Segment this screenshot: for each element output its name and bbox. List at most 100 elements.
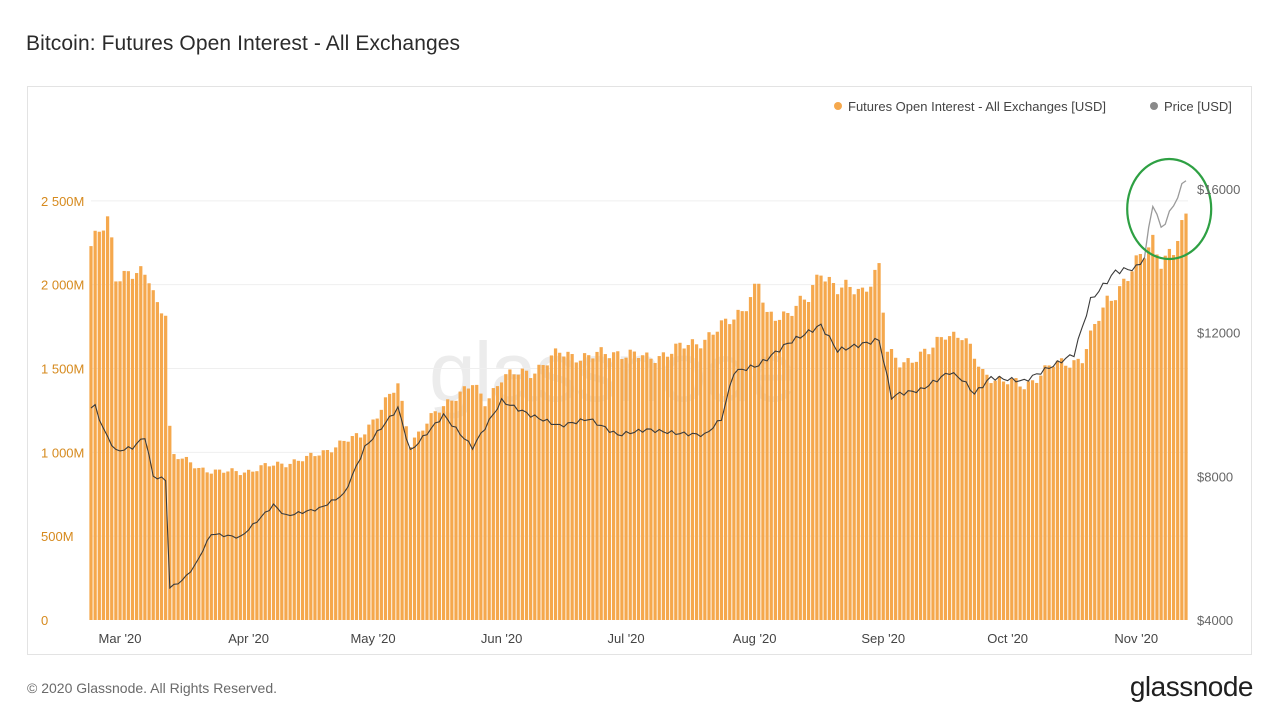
open-interest-bar — [155, 302, 159, 620]
copyright-text: © 2020 Glassnode. All Rights Reserved. — [27, 680, 278, 696]
open-interest-bar — [101, 230, 106, 620]
open-interest-bar — [844, 279, 848, 620]
open-interest-bar — [1006, 384, 1010, 620]
open-interest-bar — [881, 312, 885, 620]
open-interest-bar — [848, 286, 852, 620]
open-interest-bar — [769, 311, 773, 620]
open-interest-bar — [686, 344, 690, 620]
open-interest-bar — [1064, 365, 1068, 620]
open-interest-bar — [889, 349, 894, 620]
open-interest-bar — [97, 231, 101, 621]
open-interest-bar — [508, 369, 512, 620]
open-interest-bar — [238, 475, 242, 620]
left-axis-tick-label: 1 000M — [41, 445, 84, 460]
open-interest-bar — [396, 383, 400, 620]
open-interest-bar — [89, 246, 93, 620]
open-interest-bar — [1043, 365, 1047, 620]
open-interest-bar — [757, 283, 761, 620]
open-interest-bar — [280, 463, 284, 620]
open-interest-bar — [989, 383, 993, 620]
open-interest-bar — [217, 469, 222, 620]
right-axis: $4000 $8000 $12000 $16000 — [1197, 182, 1240, 628]
open-interest-bar — [562, 356, 566, 620]
open-interest-bar — [470, 385, 475, 620]
open-interest-bar — [1167, 248, 1172, 620]
open-interest-bar — [263, 463, 267, 620]
glassnode-logo[interactable]: glassnode — [1129, 671, 1254, 702]
open-interest-bar — [450, 400, 454, 620]
open-interest-bar — [242, 472, 247, 620]
open-interest-bar — [1035, 382, 1039, 620]
open-interest-bar — [292, 459, 296, 620]
open-interest-bar — [226, 471, 230, 620]
open-interest-bar — [935, 336, 939, 620]
open-interest-bar — [790, 315, 794, 620]
open-interest-bar — [371, 419, 375, 620]
open-interest-bar — [914, 361, 919, 620]
open-interest-bar — [587, 355, 591, 620]
open-interest-bar — [860, 287, 865, 620]
open-interest-bar — [412, 437, 417, 620]
open-interest-bar — [802, 299, 807, 620]
open-interest-bar — [612, 352, 616, 620]
open-interest-bar — [719, 320, 724, 620]
open-interest-bar — [591, 358, 595, 620]
open-interest-bar — [873, 269, 877, 620]
open-interest-bar — [931, 347, 935, 620]
chart-panel: glassnode 0 500M 1 000M 1 500M 2 000M 2 500M … — [27, 86, 1252, 655]
open-interest-bar — [1151, 234, 1155, 620]
open-interest-bar — [479, 393, 483, 620]
open-interest-bar — [794, 305, 798, 620]
open-interest-bar — [375, 418, 379, 620]
open-interest-bar — [852, 294, 856, 620]
open-interest-bar — [288, 463, 292, 620]
open-interest-bar — [1068, 367, 1072, 620]
open-interest-bar — [193, 468, 197, 620]
page-title: Bitcoin: Futures Open Interest - All Exc… — [26, 32, 461, 55]
open-interest-bar — [566, 351, 570, 620]
open-interest-bar — [657, 356, 661, 620]
open-interest-bar — [537, 364, 541, 620]
open-interest-bar — [918, 351, 923, 620]
open-interest-bar — [334, 447, 338, 620]
open-interest-bar — [1163, 255, 1167, 620]
left-axis: 0 500M 1 000M 1 500M 2 000M 2 500M — [41, 194, 84, 628]
open-interest-bar — [1018, 386, 1022, 620]
open-interest-bar — [628, 349, 632, 620]
open-interest-bar — [1051, 366, 1055, 620]
open-interest-bar — [114, 281, 118, 620]
open-interest-bar — [1047, 365, 1051, 620]
x-axis-tick-label: Mar '20 — [99, 631, 142, 646]
right-axis-tick-label: $12000 — [1197, 326, 1240, 341]
left-axis-tick-label: 500M — [41, 529, 74, 544]
open-interest-bar — [831, 283, 836, 620]
open-interest-bar — [782, 311, 786, 620]
open-interest-bar — [753, 283, 757, 620]
open-interest-bar — [748, 297, 753, 620]
open-interest-bar — [172, 454, 176, 620]
open-interest-bar — [773, 320, 777, 620]
open-interest-bar — [251, 471, 255, 620]
open-interest-bar — [902, 362, 906, 620]
open-interest-bar — [354, 433, 359, 620]
open-interest-bar — [674, 343, 678, 620]
open-interest-bar — [213, 469, 218, 620]
open-interest-bar — [188, 462, 193, 620]
open-interest-bar — [259, 465, 263, 620]
open-interest-bar — [197, 467, 201, 620]
open-interest-bar — [624, 357, 628, 620]
open-interest-bar — [209, 473, 213, 620]
open-interest-bar — [972, 358, 977, 620]
open-interest-bar — [425, 423, 429, 620]
open-interest-bar — [404, 426, 408, 620]
open-interest-bar — [122, 270, 126, 620]
open-interest-bar — [736, 309, 740, 620]
open-interest-bar — [230, 468, 234, 620]
open-interest-bar — [367, 424, 371, 620]
open-interest-bar — [645, 352, 649, 620]
open-interest-bar — [869, 286, 873, 620]
open-interest-bar — [578, 360, 583, 620]
open-interest-bar — [1072, 360, 1076, 620]
open-interest-bar — [616, 351, 620, 620]
x-axis-tick-label: Jul '20 — [607, 631, 644, 646]
